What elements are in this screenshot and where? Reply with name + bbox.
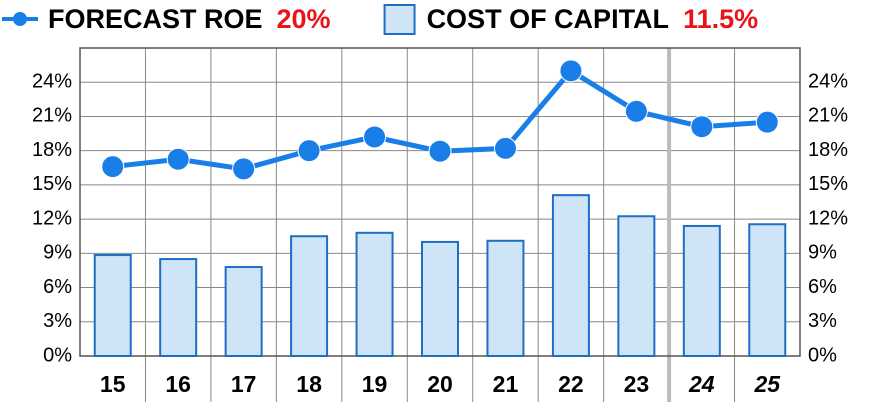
bar [224, 266, 263, 357]
bar [486, 239, 525, 357]
x-tick-label: 23 [624, 371, 650, 397]
y-tick-label: 12% [32, 207, 72, 229]
bar [159, 258, 198, 358]
y-tick-label: 18% [32, 139, 72, 161]
x-tick-label: 18 [296, 371, 322, 397]
x-tick-label: 22 [558, 371, 584, 397]
bar [290, 235, 329, 358]
bar [551, 194, 590, 357]
legend-label: COST OF CAPITAL [427, 4, 670, 34]
marker [297, 139, 321, 163]
marker [101, 155, 125, 179]
x-tick-label: 21 [493, 371, 519, 397]
legend-value: 11.5% [683, 4, 758, 34]
x-tick-label: 25 [753, 371, 781, 397]
legend-box [383, 4, 416, 35]
y2-tick-label: 6% [808, 276, 837, 298]
y-tick-label: 6% [43, 276, 72, 298]
marker [624, 99, 648, 123]
marker [493, 136, 517, 160]
legend-value: 20% [277, 4, 331, 34]
marker [428, 139, 452, 163]
legend-marker [13, 12, 27, 26]
marker [232, 157, 256, 181]
y2-tick-label: 0% [808, 344, 837, 366]
legend-label: FORECAST ROE [48, 4, 263, 34]
bar [617, 215, 656, 357]
y2-tick-label: 18% [808, 139, 848, 161]
y2-tick-label: 3% [808, 310, 837, 332]
bar [682, 224, 721, 357]
y-tick-label: 9% [43, 242, 72, 264]
y2-tick-label: 15% [808, 173, 848, 195]
y-tick-label: 24% [32, 71, 72, 93]
y2-tick-label: 9% [808, 242, 837, 264]
x-tick-label: 15 [100, 371, 126, 397]
x-tick-label: 20 [427, 371, 453, 397]
y2-tick-label: 24% [808, 71, 848, 93]
x-tick-label: 24 [688, 371, 715, 397]
x-tick-label: 19 [362, 371, 388, 397]
marker [690, 115, 714, 139]
bar [748, 223, 787, 357]
y2-tick-label: 12% [808, 207, 848, 229]
marker [559, 59, 583, 83]
y-tick-label: 0% [43, 344, 72, 366]
y-tick-label: 21% [32, 105, 72, 127]
marker [363, 125, 387, 149]
bar [93, 254, 132, 358]
marker [755, 110, 779, 134]
y-tick-label: 15% [32, 173, 72, 195]
y2-tick-label: 21% [808, 105, 848, 127]
bar [355, 231, 394, 357]
y-tick-label: 3% [43, 310, 72, 332]
bar [421, 240, 459, 357]
marker [166, 147, 190, 171]
x-tick-label: 16 [165, 371, 191, 397]
x-tick-label: 17 [231, 371, 257, 397]
